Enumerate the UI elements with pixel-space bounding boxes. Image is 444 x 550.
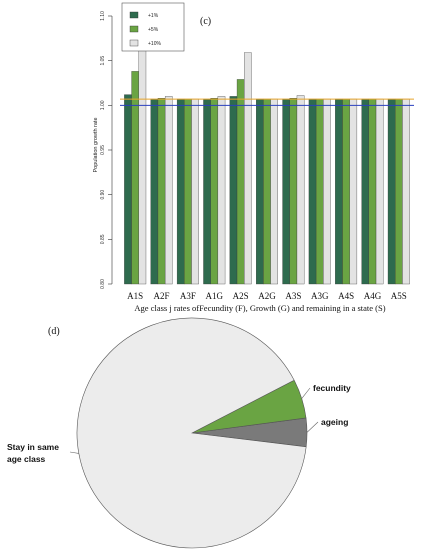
legend-swatch-1 <box>129 11 139 19</box>
bar-A2S-2 <box>244 52 252 285</box>
x-tick-label-A4G: A4G <box>364 291 382 301</box>
bar-A2G-2 <box>270 98 278 285</box>
legend: +1% +5% +10% <box>121 2 185 52</box>
x-tick-label-A2F: A2F <box>154 291 170 301</box>
slice-label-stay-line2: age class <box>7 454 46 464</box>
bar-A3F-1 <box>184 98 192 285</box>
panel-label-c: (c) <box>200 16 211 27</box>
reference-lines <box>120 98 414 106</box>
bar-A3F-2 <box>191 98 199 285</box>
pie-leader-lines <box>69 387 319 454</box>
leader-ageing <box>306 421 319 433</box>
bar-A2G-1 <box>263 98 271 285</box>
x-axis-label: Age class j rates ofFecundity (F), Growt… <box>134 303 385 313</box>
bar-A4G-2 <box>375 98 384 285</box>
bar-A2F-2 <box>164 96 173 285</box>
x-tick-label-A3F: A3F <box>180 291 196 301</box>
bar-A2G-0 <box>256 98 264 285</box>
bar-chart: 0.800.850.900.951.001.051.10 A1S A2F A3F A1… <box>93 2 414 313</box>
y-axis-label: Population growth rate <box>93 117 99 172</box>
bar-series <box>124 42 410 285</box>
pie-chart: (d) fecundity ageing Stay in same age cl… <box>7 317 351 549</box>
legend-box <box>121 2 185 52</box>
x-tick-label-A4S: A4S <box>338 291 354 301</box>
x-tick-label-A1G: A1G <box>206 291 224 301</box>
bar-A1G-2 <box>217 96 226 285</box>
bar-A3G-2 <box>323 98 331 285</box>
bar-A1G-0 <box>203 98 211 285</box>
bar-A5S-0 <box>387 98 396 285</box>
slice-label-ageing: ageing <box>321 417 348 427</box>
y-tick-label: 0.95 <box>100 145 106 155</box>
bar-A2S-1 <box>236 79 245 285</box>
legend-label-2: +5% <box>148 27 159 33</box>
bar-A4S-1 <box>342 98 350 285</box>
leader-fecundity <box>301 387 311 399</box>
panel-label-d: (d) <box>48 326 60 337</box>
bar-A3G-0 <box>308 98 317 285</box>
bar-A1S-2 <box>138 42 147 285</box>
y-tick-label: 0.80 <box>100 279 106 289</box>
bar-A2F-0 <box>150 98 159 285</box>
x-tick-label-A3S: A3S <box>285 291 301 301</box>
bar-A3S-2 <box>296 95 305 285</box>
x-tick-label-A2G: A2G <box>258 291 276 301</box>
y-axis: 0.80 0.85 0.90 0.95 1.00 1.05 1.10 <box>100 11 113 289</box>
y-tick-label: 0.90 <box>100 190 106 200</box>
slice-label-stay-line1: Stay in same <box>7 442 59 452</box>
bar-A5S-2 <box>402 98 410 285</box>
x-tick-label-A2S: A2S <box>233 291 249 301</box>
bar-A3F-0 <box>176 98 185 285</box>
y-tick-label: 1.00 <box>100 100 106 110</box>
pie-slices <box>76 317 308 549</box>
legend-swatch-2 <box>129 25 139 33</box>
bar-A4S-0 <box>335 98 343 285</box>
x-tick-label-A1S: A1S <box>127 291 143 301</box>
bar-A1S-1 <box>131 71 139 285</box>
x-axis-categories: A1S A2F A3F A1G A2S A2G A3S A3G A4S A4G A5S <box>127 291 407 301</box>
bar-A3S-1 <box>289 98 298 285</box>
x-tick-label-A3G: A3G <box>311 291 329 301</box>
pie-slice-stay <box>76 317 307 549</box>
bar-A4S-2 <box>349 98 358 285</box>
bar-A3S-0 <box>282 98 290 285</box>
legend-swatch-3 <box>129 39 139 47</box>
slice-label-stay: Stay in same age class <box>7 442 61 464</box>
bar-A2F-1 <box>157 98 166 285</box>
bar-A4G-0 <box>361 98 370 285</box>
bar-A1G-1 <box>210 98 219 285</box>
slice-label-fecundity: fecundity <box>313 383 351 393</box>
bar-A2S-0 <box>229 96 238 285</box>
bar-A5S-1 <box>395 98 403 285</box>
y-tick-label: 0.85 <box>100 234 106 244</box>
bar-A1S-0 <box>124 94 132 285</box>
x-tick-label-A5S: A5S <box>391 291 407 301</box>
legend-label-3: +10% <box>148 41 161 47</box>
legend-label-1: +1% <box>148 13 159 19</box>
bar-A4G-1 <box>368 98 377 285</box>
bar-A3G-1 <box>315 98 324 285</box>
y-tick-label: 1.10 <box>100 11 106 21</box>
leader-stay <box>69 451 79 454</box>
y-tick-label: 1.05 <box>100 56 106 66</box>
